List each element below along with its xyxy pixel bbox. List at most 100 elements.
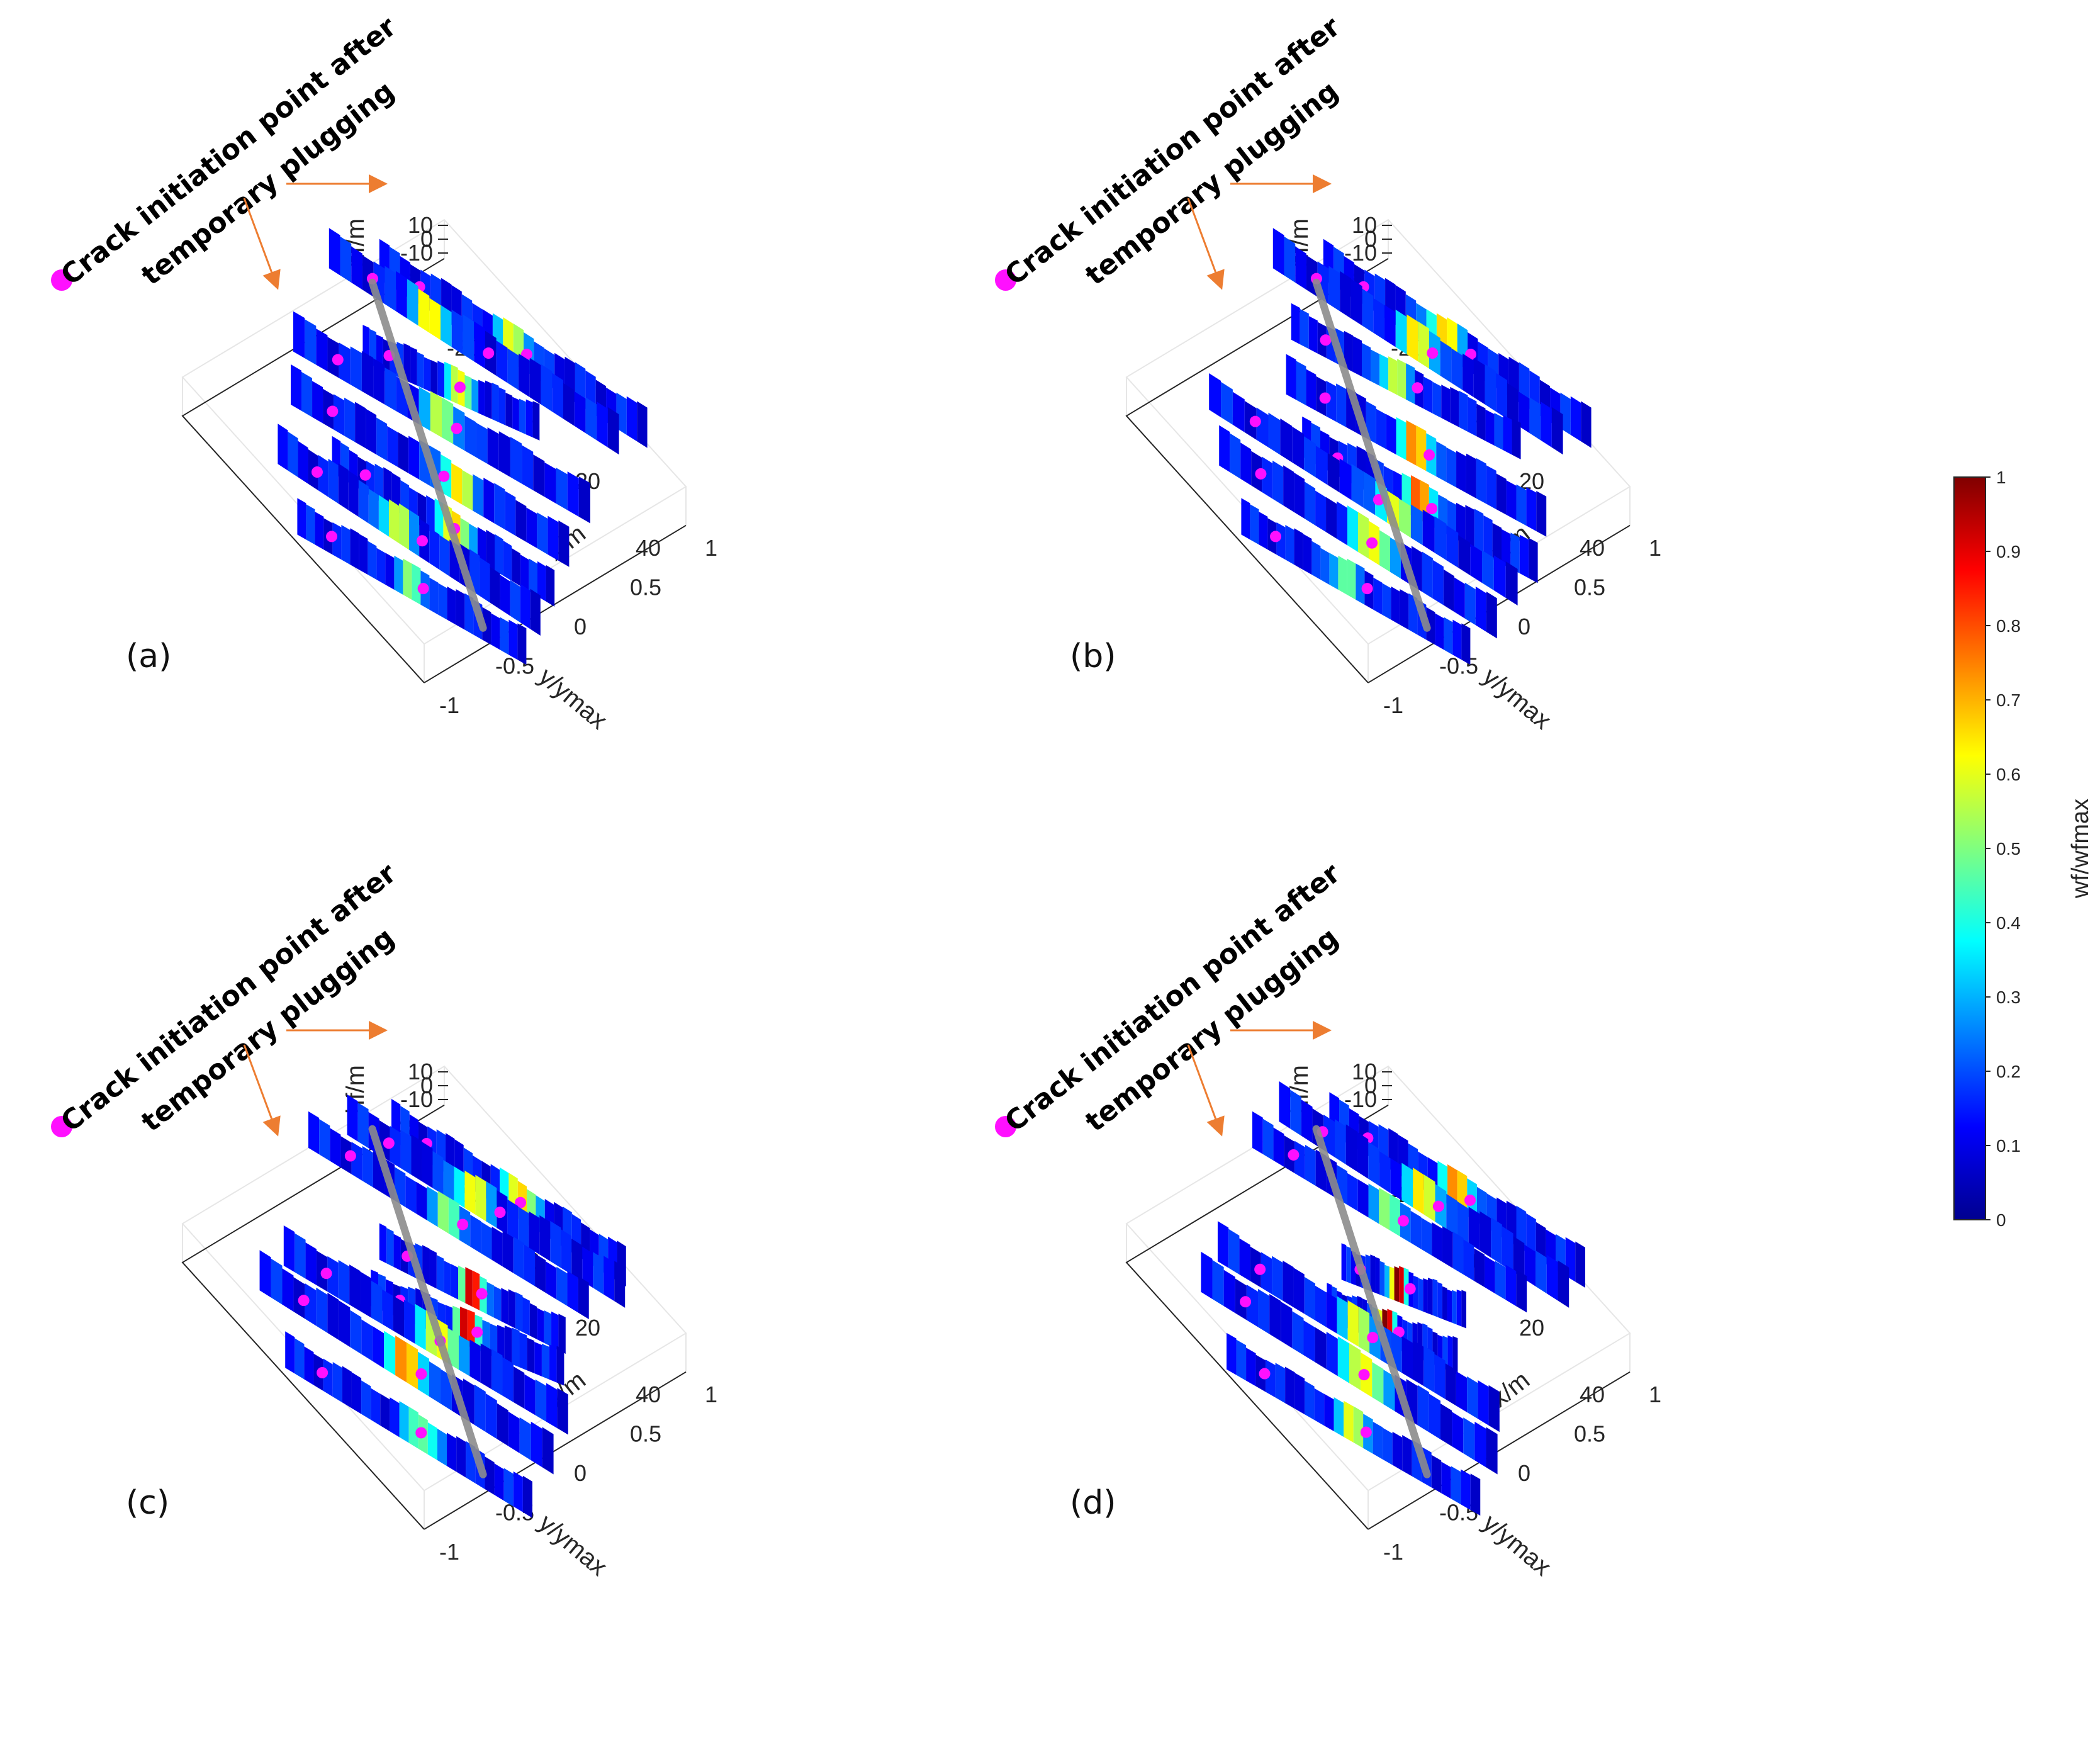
- fracture-segment: [464, 1170, 476, 1215]
- fracture-segment: [456, 1436, 466, 1478]
- fracture-segment: [1384, 305, 1396, 347]
- fracture-segment: [347, 1095, 358, 1142]
- fracture-segment: [1337, 1296, 1348, 1341]
- legend-marker: [51, 1116, 72, 1137]
- fracture-segment: [418, 288, 430, 333]
- fracture-segment: [1447, 1335, 1453, 1373]
- x-tick-label: 20: [1519, 1315, 1544, 1341]
- fracture-segment: [1294, 528, 1303, 570]
- fracture-segment: [1379, 1151, 1391, 1193]
- fracture-segment: [1368, 1142, 1379, 1186]
- y-axis-label: y/ymax: [534, 1509, 612, 1581]
- fracture-segment: [305, 1283, 317, 1326]
- fracture-segment: [512, 1327, 520, 1368]
- fracture-segment: [1391, 586, 1400, 625]
- fracture-segment: [357, 1102, 369, 1149]
- fracture-segment: [437, 1428, 447, 1466]
- fracture-segment: [1413, 1340, 1424, 1387]
- fracture-segment: [1295, 246, 1306, 290]
- fracture-segment: [1396, 417, 1407, 460]
- fracture-7: [1201, 1251, 1498, 1475]
- fracture-segment: [1492, 522, 1502, 564]
- fracture-segment: [1423, 1278, 1428, 1314]
- fracture-2: [1272, 228, 1563, 455]
- fracture-segment: [1570, 396, 1581, 442]
- fracture-segment: [567, 1271, 578, 1313]
- fracture-segment: [438, 583, 447, 620]
- fracture-segment: [1219, 425, 1230, 473]
- fracture-segment: [1502, 529, 1511, 569]
- fracture-segment: [519, 1332, 527, 1371]
- fracture-segment: [1305, 481, 1316, 526]
- fracture-segment: [537, 512, 548, 554]
- fracture-segment: [305, 1242, 317, 1285]
- fracture-segment: [496, 341, 508, 383]
- fracture-segment: [462, 470, 473, 511]
- annotation-arrow: [1187, 198, 1225, 290]
- fracture-segment: [1272, 460, 1284, 506]
- fracture-segment: [1408, 593, 1418, 635]
- fracture-segment: [1551, 407, 1563, 455]
- fracture-segment: [1201, 1251, 1213, 1299]
- fracture-segment: [556, 1266, 568, 1307]
- fracture-segment: [508, 1289, 516, 1329]
- fracture-8: [285, 1331, 532, 1518]
- axis-line-y: [424, 524, 687, 684]
- fracture-segment: [1296, 361, 1306, 405]
- fracture-segment: [1337, 1336, 1349, 1383]
- fracture-segment: [626, 396, 637, 442]
- x-tick-label: 40: [636, 535, 661, 561]
- colorbar-tick-label: 0.7: [1996, 690, 2021, 710]
- fracture-segment: [508, 1411, 520, 1453]
- fracture-segment: [451, 1264, 459, 1300]
- fracture-segment: [1516, 484, 1527, 526]
- fracture-segment: [1268, 412, 1281, 455]
- fracture-segment: [1236, 1339, 1247, 1381]
- fracture-segment: [474, 1384, 486, 1432]
- fracture-segment: [398, 432, 409, 473]
- y-tick-label: 0: [574, 1460, 587, 1486]
- fracture-segment: [436, 1255, 444, 1293]
- fracture-segment: [505, 392, 513, 429]
- fracture-segment: [349, 1264, 361, 1312]
- fracture-segment: [1435, 613, 1444, 650]
- fracture-segment: [503, 541, 512, 581]
- y-tick-label: 1: [705, 1382, 717, 1407]
- fracture-segment: [394, 555, 403, 595]
- fracture-segment: [407, 1342, 418, 1390]
- x-tick-label: 40: [636, 1382, 661, 1407]
- fracture-segment: [578, 1276, 589, 1319]
- fracture-segment: [1399, 1266, 1404, 1304]
- crack-initiation-marker: [320, 1268, 332, 1280]
- fracture-segment: [444, 361, 451, 401]
- crack-initiation-marker: [494, 1207, 506, 1219]
- fracture-segment: [1246, 1284, 1259, 1327]
- fracture-3: [308, 1111, 589, 1319]
- fracture-segment: [567, 471, 579, 517]
- crack-initiation-marker: [1259, 1368, 1271, 1380]
- crack-initiation-marker: [1397, 1215, 1409, 1227]
- fracture-segment: [510, 437, 522, 484]
- fracture-segment: [520, 583, 531, 629]
- fracture-segment: [456, 588, 465, 630]
- fracture-segment: [1463, 1239, 1474, 1281]
- fracture-segment: [384, 1331, 396, 1376]
- fracture-segment: [351, 246, 362, 290]
- fracture-segment: [1526, 487, 1537, 532]
- fracture-segment: [1491, 1217, 1502, 1265]
- fracture-segment: [1486, 591, 1497, 639]
- fracture-segment: [478, 380, 485, 417]
- fracture-segment: [522, 445, 534, 491]
- fracture-segment: [1227, 1332, 1237, 1375]
- fracture-segment: [1368, 1183, 1379, 1224]
- crack-initiation-marker: [476, 1288, 488, 1300]
- panel-2: 100-10hf/m-40-2002040x/m10.50-0.5-1y/yma…: [995, 11, 1661, 734]
- fracture-segment: [1386, 414, 1396, 455]
- fracture-segment: [490, 566, 500, 610]
- axis-line-y: [1367, 524, 1631, 684]
- fracture-segment: [1474, 1421, 1486, 1468]
- fracture-segment: [360, 1271, 371, 1318]
- fracture-segment: [512, 548, 520, 587]
- fracture-segment: [418, 386, 430, 431]
- fracture-segment: [403, 558, 412, 600]
